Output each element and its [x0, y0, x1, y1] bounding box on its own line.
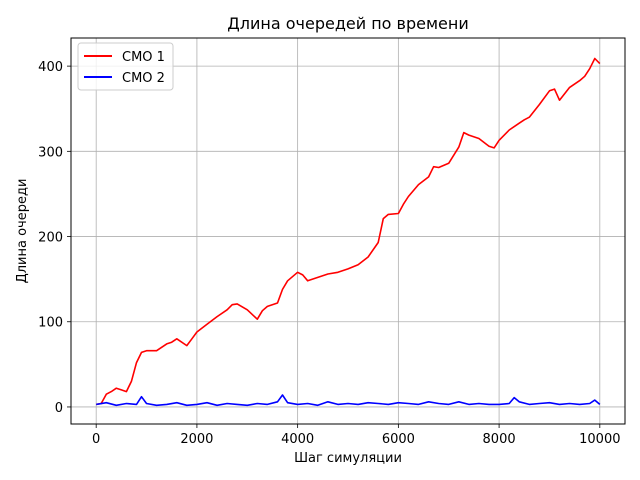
series-line-1: [96, 57, 601, 406]
legend-box: [77, 42, 174, 91]
legend-label-series-2: СМО 2: [122, 71, 165, 86]
y-tick-label: 0: [55, 401, 63, 416]
grid: [71, 38, 625, 424]
y-tick-label: 300: [38, 145, 63, 160]
x-tick-label: 4000: [281, 432, 314, 447]
x-tick-label: 2000: [180, 432, 213, 447]
legend-label-series-1: СМО 1: [122, 50, 165, 65]
x-tick-label: 10000: [579, 432, 620, 447]
chart-title: Длина очередей по времени: [227, 14, 469, 33]
y-tick-label: 400: [38, 60, 63, 75]
plot-frame: [70, 37, 626, 425]
y-tick-label: 100: [38, 316, 63, 331]
series-layer: [96, 57, 601, 407]
y-axis: 0 100 200 300 400: [38, 60, 71, 416]
x-axis: 0 2000 4000 6000 8000 10000: [92, 424, 620, 447]
y-axis-label: Длина очереди: [15, 179, 30, 284]
y-tick-label: 200: [38, 231, 63, 246]
x-tick-label: 0: [92, 432, 100, 447]
x-tick-label: 8000: [483, 432, 516, 447]
x-tick-label: 6000: [382, 432, 415, 447]
x-axis-label: Шаг симуляции: [294, 451, 402, 466]
series-line-2: [96, 394, 601, 407]
legend: СМО 1 СМО 2: [77, 42, 174, 91]
